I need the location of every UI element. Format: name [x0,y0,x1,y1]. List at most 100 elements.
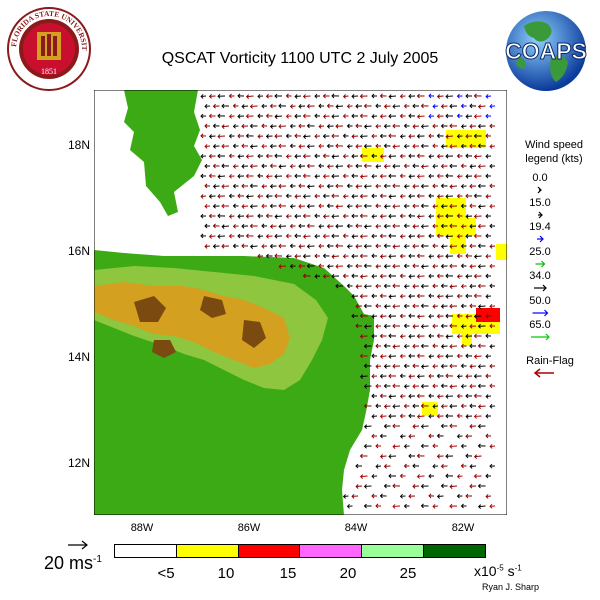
wind-vector-head [460,303,464,309]
wind-vector-head [200,213,204,219]
wind-vector [409,175,416,178]
wind-vector-head [489,363,493,369]
wind-vector-head [375,203,379,209]
wind-vector [303,135,311,138]
wind-vector-head [416,93,420,99]
wind-vector-head [359,474,364,479]
wind-vector-head [200,113,204,119]
wind-vector-head [371,314,375,319]
wind-vector [417,415,425,418]
wind-vector-head [392,383,396,389]
wind-legend-arrow-icon [534,284,547,292]
wind-vector-head [261,184,265,189]
wind-vector-head [388,473,392,479]
wind-vector-head [322,93,326,99]
wind-vector-head [469,424,473,429]
wind-vector-head [298,223,302,229]
wind-vector-head [298,123,302,129]
wind-vector-head [326,143,330,149]
wind-vector-head [460,263,464,269]
wind-vector-head [249,183,253,189]
wind-vector-head [465,153,469,159]
wind-vector-head [383,143,387,149]
wind-vector-head [416,314,421,319]
wind-vector-head [335,104,339,109]
wind-vector-head [249,163,253,169]
wind-vector-head [249,123,253,129]
wind-vector-head [445,394,449,399]
wind-vector [478,305,486,308]
wind-vector-head [465,433,469,439]
wind-vector-head [392,123,396,129]
wind-vector-head [285,173,289,179]
wind-vector-head [298,204,302,209]
wind-vector-head [379,114,383,119]
wind-vector-head [477,264,481,269]
wind-vector-head [445,413,449,419]
wind-vector-head [449,423,453,429]
wind-vector-head [375,503,379,509]
wind-vector-head [232,123,236,129]
wind-vector-head [351,153,355,159]
wind-vector-head [257,153,261,159]
wind-vector-head [298,244,302,249]
wind-vector-head [204,244,208,249]
wind-vector-head [412,424,416,429]
wind-vector-head [314,253,318,259]
wind-vector-head [217,93,221,99]
wind-vector-head [428,373,432,379]
wind-vector-head [289,204,293,209]
wind-vector-head [428,193,432,199]
wind-vector-head [269,143,273,149]
wind-vector-head [359,293,363,299]
wind-legend-arrow-icon [538,211,543,218]
colorbar-label-20: 20 [339,565,357,582]
peak-3 [242,320,266,348]
wind-vector [364,225,372,228]
wind-legend-value: 34.0 [529,270,551,282]
wind-vector-head [449,303,453,309]
wind-vector-head [294,173,298,179]
wind-vector-head [485,394,489,399]
wind-vector-head [363,103,367,109]
wind-vector-head [359,313,363,319]
wind-vector-head [456,374,460,379]
wind-vector-head [473,354,478,359]
wind-vector-head [371,414,375,419]
wind-vector [222,225,230,228]
wind-vector-head [460,363,464,369]
wind-vector-head [445,94,449,99]
wind-vector-head [359,353,363,359]
wind-vector [250,145,258,148]
wind-vector-head [257,253,261,259]
fsu-year: 1851 [41,67,57,76]
wind-vector-head [245,133,249,139]
wind-vector-head [318,243,322,249]
wind-vector-head [314,233,318,239]
wind-vector-head [392,223,396,229]
wind-vector-head [375,343,379,349]
wind-vector-head [408,334,412,339]
wind-vector-head [335,264,339,269]
wind-vector-head [460,203,464,209]
wind-vector-head [449,184,453,189]
units-suffix: s [503,563,515,579]
wind-vector-head [412,463,416,469]
wind-vector-head [445,113,449,119]
wind-vector-head [456,213,460,219]
wind-vector-head [432,323,436,329]
wind-vector-head [306,203,310,209]
wind-vector-head [383,183,387,189]
wind-vector-head [485,233,489,239]
wind-vector-head [416,174,420,179]
wind-vector-head [428,213,432,219]
wind-vector-head [477,243,481,249]
wind-vector-head [371,493,375,499]
wind-vector-head [298,183,302,189]
wind-vector-head [351,94,355,99]
wind-vector-head [355,263,359,269]
wind-vector-head [257,113,261,119]
wind-vector-head [355,463,359,469]
wind-vector-head [274,253,278,259]
wind-vector [266,175,273,178]
